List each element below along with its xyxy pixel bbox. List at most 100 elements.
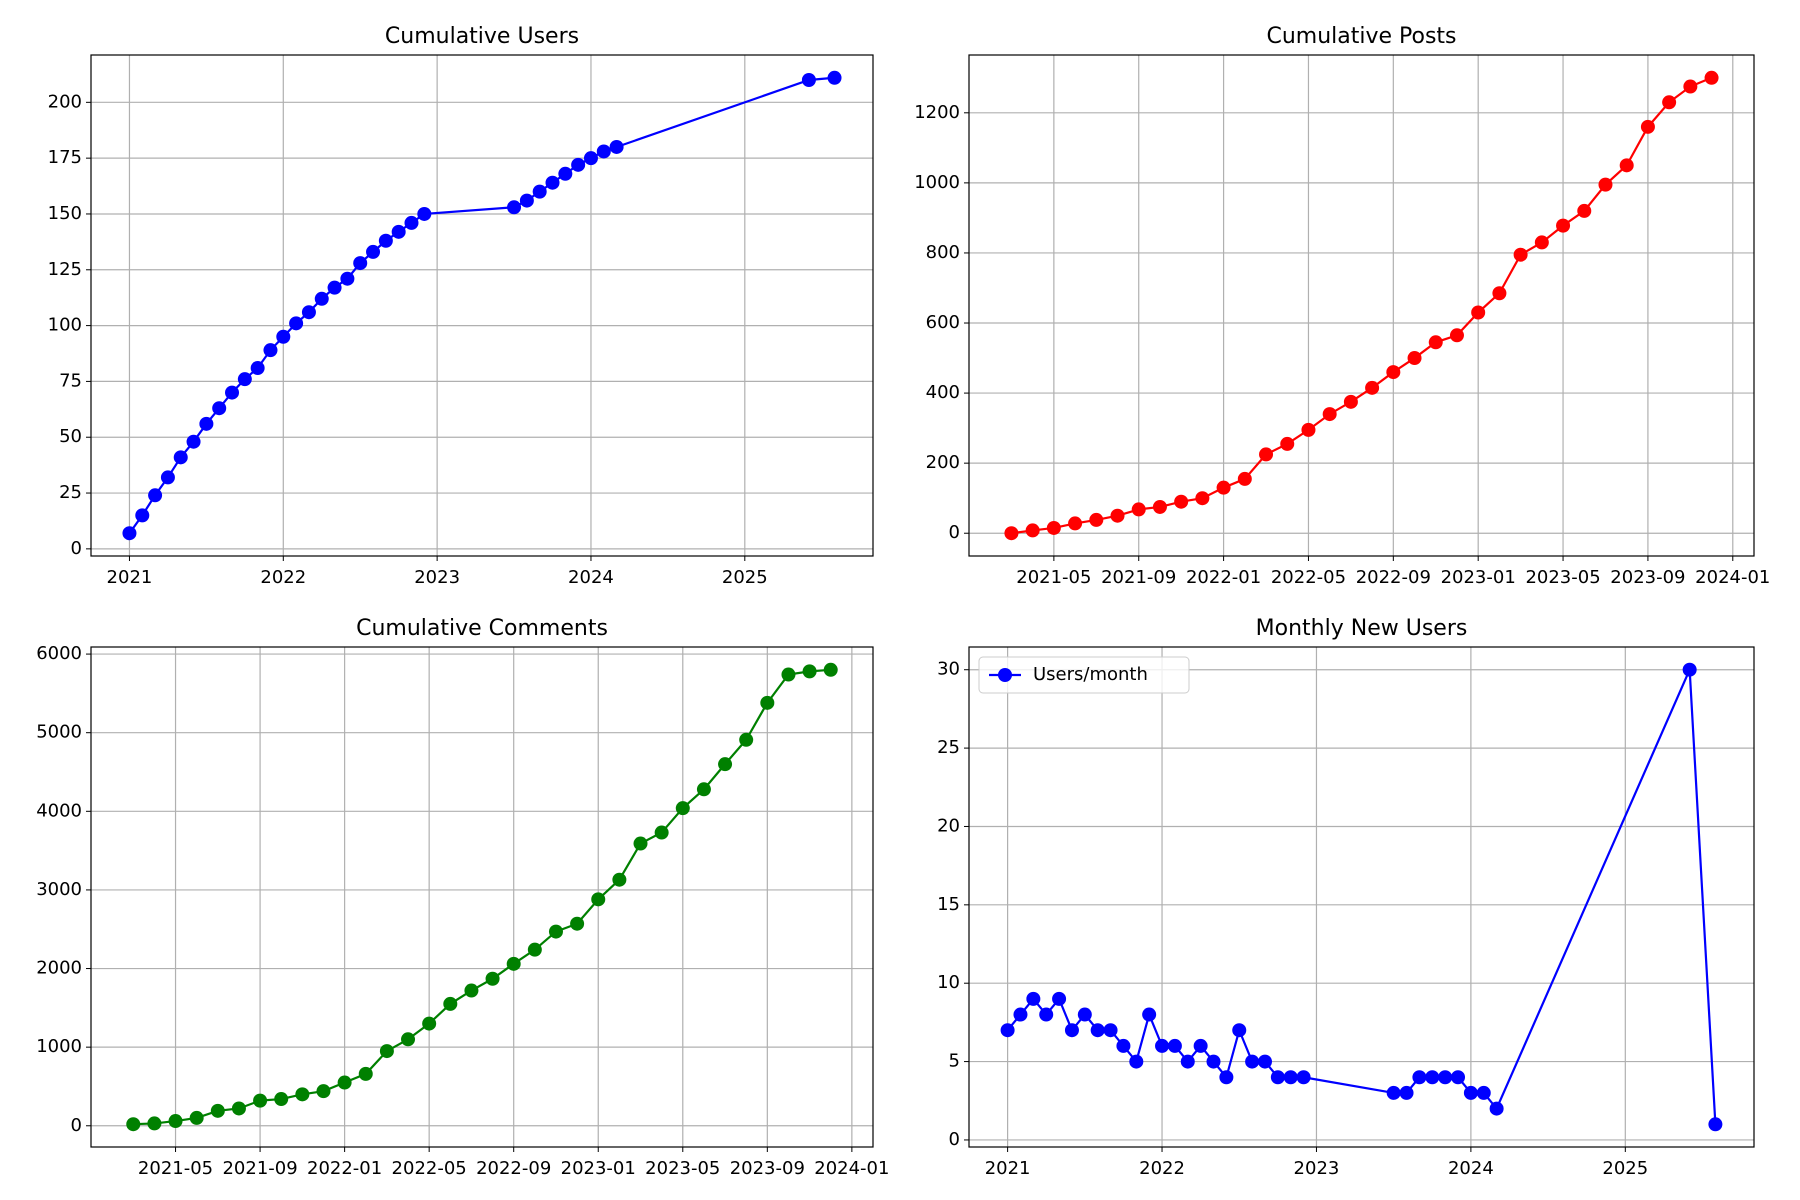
data-point [1283, 1070, 1298, 1085]
data-point [1046, 520, 1061, 535]
data-point [570, 916, 585, 931]
data-point [231, 1101, 246, 1116]
data-point [1598, 177, 1613, 192]
y-tick-label: 0 [949, 522, 960, 543]
data-point [1089, 512, 1104, 527]
x-tick-label: 2022-05 [392, 1158, 467, 1179]
data-point [1131, 502, 1146, 517]
y-tick-label: 30 [937, 659, 960, 680]
data-point [545, 175, 560, 190]
data-point [160, 470, 175, 485]
y-tick-label: 125 [48, 259, 82, 280]
data-point [1619, 158, 1634, 173]
data-point [186, 434, 201, 449]
y-tick-label: 1200 [914, 102, 960, 123]
y-tick-label: 10 [937, 972, 960, 993]
data-point [675, 801, 690, 816]
data-point [1025, 523, 1040, 538]
chart-title: Monthly New Users [1256, 616, 1468, 641]
y-tick-label: 175 [48, 147, 82, 168]
data-point [739, 732, 754, 747]
x-tick-label: 2022-01 [307, 1158, 382, 1179]
data-point [263, 343, 278, 358]
y-tick-label: 25 [59, 482, 82, 503]
data-point [1438, 1070, 1453, 1085]
data-point [558, 166, 573, 181]
data-point [199, 416, 214, 431]
data-point [1110, 508, 1125, 523]
data-point [417, 206, 432, 221]
x-tick-label: 2022 [260, 567, 306, 588]
data-point [485, 971, 500, 986]
data-point [225, 385, 240, 400]
data-point [1301, 422, 1316, 437]
panel: Cumulative Comments 2021-05 2021-09 2022-01… [36, 616, 889, 1179]
data-point [519, 193, 534, 208]
data-point [443, 996, 458, 1011]
x-tick-label: 2021 [985, 1158, 1031, 1179]
data-point [823, 662, 838, 677]
data-point [378, 233, 393, 248]
data-point [358, 1066, 373, 1081]
data-point [1068, 516, 1083, 531]
data-point [1052, 991, 1067, 1006]
data-point [1129, 1054, 1144, 1069]
x-tick-label: 2022-05 [1271, 567, 1346, 588]
y-tick-label: 1000 [914, 172, 960, 193]
data-point [173, 450, 188, 465]
x-tick-label: 2021-05 [1016, 567, 1091, 588]
x-tick-label: 2023-01 [1441, 567, 1516, 588]
data-point [781, 667, 796, 682]
data-point [1365, 380, 1380, 395]
data-point [126, 1117, 141, 1132]
data-point [571, 157, 586, 172]
data-point [1237, 471, 1252, 486]
y-tick-label: 200 [48, 91, 82, 112]
data-point [1425, 1070, 1440, 1085]
data-point [1556, 218, 1571, 233]
y-tick-label: 5 [949, 1051, 960, 1072]
data-point [1039, 1007, 1054, 1022]
data-point [612, 872, 627, 887]
data-point [1708, 1117, 1723, 1132]
data-point [253, 1093, 268, 1108]
data-point [391, 224, 406, 239]
data-point [654, 825, 669, 840]
data-point [1000, 1023, 1015, 1038]
data-point [1174, 494, 1189, 509]
data-point [1577, 203, 1592, 218]
y-tick-label: 0 [71, 538, 82, 559]
x-tick-label: 2022 [1139, 1158, 1185, 1179]
data-point [1193, 1038, 1208, 1053]
data-point [1296, 1070, 1311, 1085]
x-tick-label: 2023-09 [730, 1158, 805, 1179]
data-point [1399, 1085, 1414, 1100]
data-point [147, 1116, 162, 1131]
data-point [276, 329, 291, 344]
data-point [327, 280, 342, 295]
data-point [827, 70, 842, 85]
data-point [1412, 1070, 1427, 1085]
data-point [609, 139, 624, 154]
x-tick-label: 2023 [414, 567, 460, 588]
x-tick-label: 2024-01 [814, 1158, 889, 1179]
data-point [401, 1032, 416, 1047]
data-point [210, 1103, 225, 1118]
data-point [1064, 1023, 1079, 1038]
data-point [379, 1044, 394, 1059]
data-point [506, 956, 521, 971]
data-point [1219, 1070, 1234, 1085]
data-point [1004, 526, 1019, 541]
x-tick-label: 2024 [568, 567, 614, 588]
data-point [1216, 480, 1231, 495]
data-point [696, 782, 711, 797]
data-point [1534, 235, 1549, 250]
data-point [1280, 436, 1295, 451]
x-tick-label: 2023-01 [561, 1158, 636, 1179]
data-point [1142, 1007, 1157, 1022]
data-point [591, 892, 606, 907]
data-point [1476, 1085, 1491, 1100]
data-point [1343, 394, 1358, 409]
data-point [527, 942, 542, 957]
